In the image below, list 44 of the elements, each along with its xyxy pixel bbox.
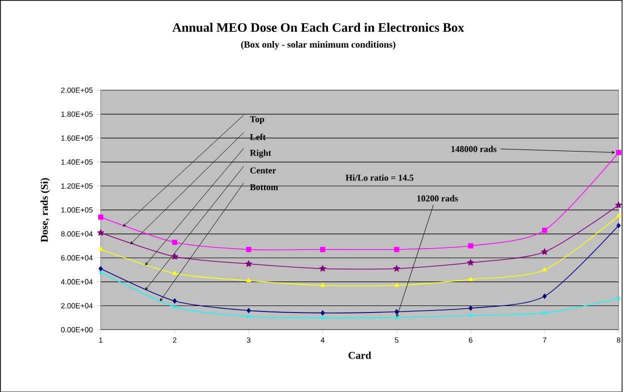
point bbox=[393, 264, 400, 272]
point bbox=[468, 305, 473, 311]
point bbox=[542, 293, 547, 299]
point bbox=[97, 228, 104, 236]
point bbox=[98, 214, 104, 220]
point bbox=[615, 201, 622, 208]
point bbox=[467, 258, 474, 266]
annotation: 148000 rads bbox=[451, 146, 496, 152]
point bbox=[320, 282, 325, 287]
chart-title: Annual MEO Dose On Each Card in Electronics Box bbox=[172, 22, 464, 32]
text: Right bbox=[250, 149, 272, 158]
chart-subtitle: (Box only - solar minimum conditions) bbox=[241, 40, 396, 50]
point bbox=[172, 270, 177, 275]
point bbox=[542, 267, 547, 272]
point bbox=[616, 222, 621, 228]
y-axis-title: Dose, rads (Si) bbox=[40, 178, 50, 242]
annotation: 10200 rads bbox=[417, 194, 458, 202]
annotation: Hi/Lo ratio = 14.5 bbox=[346, 174, 414, 181]
point bbox=[468, 276, 473, 281]
point bbox=[394, 308, 399, 314]
point bbox=[394, 282, 399, 287]
point bbox=[246, 278, 251, 282]
point bbox=[468, 243, 474, 248]
point bbox=[542, 227, 548, 233]
point bbox=[98, 266, 103, 271]
point bbox=[171, 252, 178, 260]
point bbox=[616, 213, 621, 218]
point bbox=[468, 313, 473, 318]
point bbox=[320, 246, 326, 252]
point bbox=[172, 298, 177, 304]
point bbox=[319, 264, 326, 272]
point bbox=[246, 246, 252, 252]
point bbox=[98, 246, 103, 251]
text: Center bbox=[250, 167, 276, 174]
point bbox=[541, 248, 548, 255]
point bbox=[245, 260, 252, 267]
text: Bottom bbox=[250, 184, 278, 190]
point bbox=[246, 308, 251, 313]
point bbox=[394, 246, 400, 252]
text: Top bbox=[250, 116, 264, 124]
x-axis-title: Card bbox=[348, 351, 372, 359]
point bbox=[172, 239, 178, 245]
point bbox=[616, 150, 622, 155]
point bbox=[320, 310, 325, 316]
